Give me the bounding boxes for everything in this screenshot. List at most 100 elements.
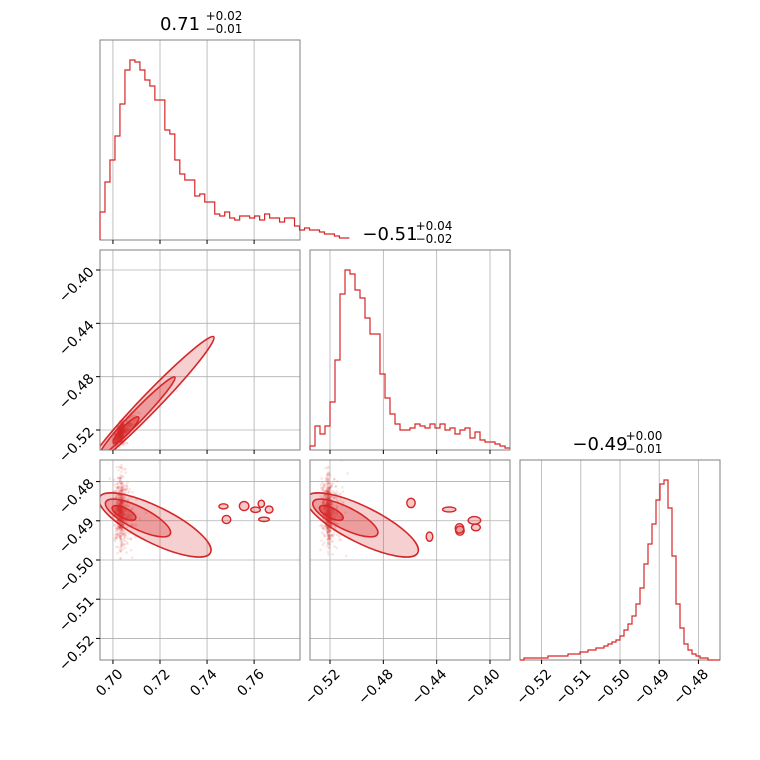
sample-point xyxy=(321,543,325,546)
sample-point xyxy=(339,538,343,541)
sample-point xyxy=(119,431,123,435)
sample-point xyxy=(121,429,124,433)
sample-point xyxy=(324,466,327,470)
sample-point xyxy=(124,513,127,516)
sample-point xyxy=(129,422,132,426)
sample-point xyxy=(328,536,332,539)
sample-point xyxy=(116,438,120,441)
sample-point xyxy=(120,435,124,438)
sample-point xyxy=(119,503,122,506)
sample-point xyxy=(119,507,123,511)
sample-point xyxy=(327,487,330,491)
sample-point xyxy=(120,512,124,516)
sample-point xyxy=(325,488,329,492)
contour-island xyxy=(238,500,250,512)
sample-point xyxy=(115,509,118,513)
sample-point xyxy=(328,512,332,515)
sample-point xyxy=(328,514,331,517)
sample-point xyxy=(121,432,125,435)
sample-point xyxy=(119,550,123,553)
sample-point xyxy=(123,504,127,507)
sample-point xyxy=(127,505,130,509)
sample-point xyxy=(120,430,123,434)
sample-point xyxy=(116,437,119,441)
sample-point xyxy=(121,501,125,505)
sample-point xyxy=(328,510,332,514)
x-tick-label: −0.51 xyxy=(553,666,595,708)
sample-point xyxy=(120,509,124,513)
param-title-0: 0.71 xyxy=(160,14,200,35)
sample-point xyxy=(326,529,329,532)
sample-point xyxy=(333,478,336,481)
sample-point xyxy=(328,510,331,513)
sample-point xyxy=(119,511,122,515)
sample-point xyxy=(108,477,112,480)
sample-point xyxy=(330,484,333,487)
sample-point xyxy=(119,432,123,435)
sample-point xyxy=(118,502,122,506)
sample-point xyxy=(113,539,117,543)
sample-point xyxy=(130,514,133,518)
sample-point xyxy=(114,507,117,511)
sample-point xyxy=(115,508,119,511)
sample-point xyxy=(118,432,122,436)
sample-point xyxy=(119,507,122,510)
sample-point xyxy=(125,428,128,432)
sample-point xyxy=(116,485,120,488)
sample-point xyxy=(119,433,123,437)
sample-point xyxy=(129,537,133,540)
sample-point xyxy=(125,484,129,488)
sample-point xyxy=(119,509,123,512)
param-title-lower-0: −0.01 xyxy=(206,22,243,36)
contour-island xyxy=(441,506,457,513)
sample-point xyxy=(121,431,125,435)
sample-point xyxy=(122,429,126,433)
sample-point xyxy=(116,508,120,511)
sample-point xyxy=(325,495,329,499)
sample-point xyxy=(119,477,122,480)
sample-point xyxy=(125,430,129,433)
sample-point xyxy=(329,502,333,506)
sample-point xyxy=(122,429,125,432)
sample-point xyxy=(329,509,332,513)
sample-point xyxy=(120,497,124,500)
sample-point xyxy=(320,481,324,484)
sample-point xyxy=(118,502,121,505)
sample-point xyxy=(120,432,123,435)
sample-point xyxy=(124,427,127,431)
sample-point xyxy=(117,511,120,515)
sample-point xyxy=(116,486,120,490)
sample-point xyxy=(327,536,330,539)
sample-point xyxy=(118,510,122,514)
sample-point xyxy=(325,512,329,515)
sample-point xyxy=(325,512,329,516)
sample-point xyxy=(119,537,122,541)
sample-point xyxy=(121,489,125,493)
sample-point xyxy=(119,434,122,438)
sample-point xyxy=(118,506,122,510)
sample-point xyxy=(120,430,124,433)
sample-point xyxy=(120,511,124,514)
sample-point xyxy=(119,512,123,515)
sample-point xyxy=(118,433,122,437)
sample-point xyxy=(326,482,329,486)
sample-point xyxy=(119,502,122,505)
sample-point xyxy=(123,432,127,436)
sample-point xyxy=(121,514,125,518)
sample-point xyxy=(327,512,330,516)
sample-point xyxy=(121,434,124,438)
sample-point xyxy=(324,476,328,480)
sample-point xyxy=(127,423,131,426)
sample-point xyxy=(119,473,122,477)
sample-point xyxy=(124,430,128,433)
sample-point xyxy=(118,511,122,515)
histogram-series-1 xyxy=(309,269,510,450)
sample-point xyxy=(125,430,129,433)
sample-point xyxy=(326,488,330,491)
sample-point xyxy=(333,525,336,529)
sample-point xyxy=(120,430,124,434)
sample-point xyxy=(122,429,125,432)
sample-point xyxy=(120,534,123,537)
sample-point xyxy=(119,513,122,517)
sample-point xyxy=(326,489,329,493)
